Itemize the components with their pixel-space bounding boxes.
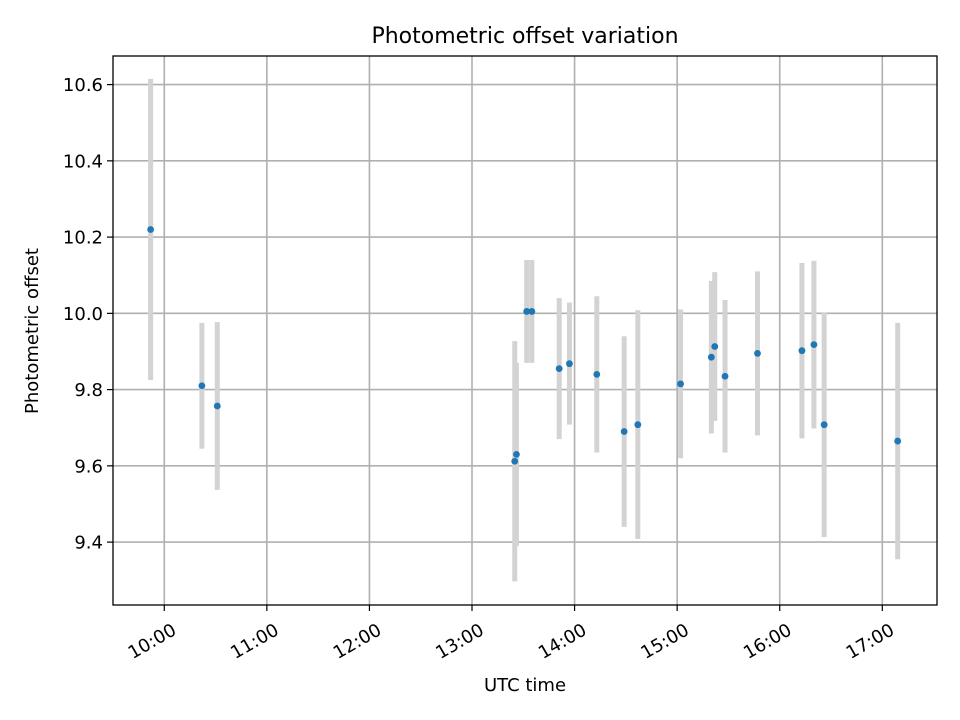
data-point: [894, 437, 902, 445]
y-axis-ticks: 9.4 9.6 9.8 10.0 10.2 10.4 10.6: [63, 75, 113, 554]
data-point: [721, 372, 729, 380]
y-tick-label: 10.6: [63, 75, 103, 96]
data-point: [593, 370, 601, 378]
y-tick-label: 9.6: [74, 456, 103, 477]
chart-title: Photometric offset variation: [371, 24, 678, 49]
data-point: [528, 308, 536, 315]
error-bars: [148, 78, 901, 582]
x-tick-label: 12:00: [330, 620, 385, 664]
x-tick-label: 10:00: [125, 620, 180, 664]
data-point: [147, 226, 155, 233]
data-point: [620, 428, 628, 435]
y-axis-label: Photometric offset: [22, 248, 43, 414]
data-point: [513, 451, 520, 458]
data-point: [754, 349, 761, 357]
plot-frame: [112, 55, 938, 606]
y-tick-label: 10.2: [63, 228, 103, 249]
data-point: [511, 457, 519, 465]
data-point: [798, 347, 806, 355]
x-tick-label: 16:00: [740, 620, 795, 664]
data-point: [555, 365, 563, 373]
x-tick-label: 14:00: [535, 620, 590, 664]
x-tick-label: 15:00: [637, 620, 692, 664]
y-tick-label: 10.0: [63, 304, 103, 325]
y-tick-label: 10.4: [63, 151, 103, 172]
data-points: [147, 226, 902, 465]
x-tick-label: 11:00: [227, 620, 282, 664]
data-point: [523, 308, 531, 315]
y-tick-label: 9.4: [74, 533, 103, 554]
x-axis-label: UTC time: [484, 675, 566, 696]
x-tick-label: 17:00: [843, 620, 898, 664]
data-point: [566, 360, 573, 368]
data-point: [213, 402, 221, 410]
data-point: [707, 353, 715, 361]
data-point: [810, 341, 818, 349]
data-point: [711, 343, 719, 350]
x-tick-label: 13:00: [432, 620, 487, 664]
data-point: [677, 380, 684, 388]
grid: [113, 56, 937, 605]
y-tick-label: 9.8: [74, 380, 103, 401]
data-point: [820, 421, 828, 429]
x-axis-ticks: 10:00 11:00 12:00 13:00 14:00 15:00 16:00 17:00: [125, 605, 898, 664]
data-point: [634, 421, 642, 429]
data-point: [198, 382, 206, 390]
